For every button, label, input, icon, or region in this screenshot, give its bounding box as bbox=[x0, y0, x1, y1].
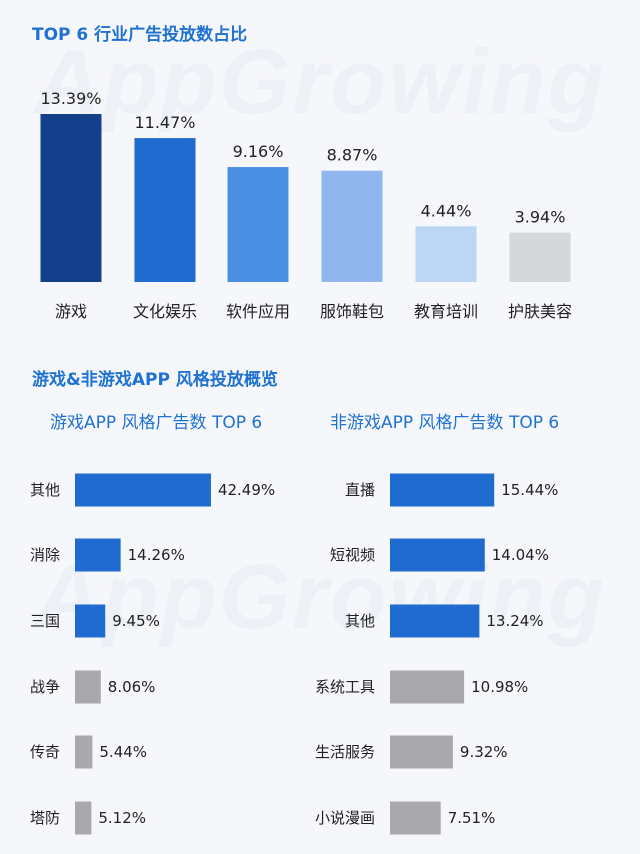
game-category-label: 战争 bbox=[30, 678, 60, 696]
nongame-bar bbox=[390, 801, 441, 835]
nongame-category-label: 系统工具 bbox=[315, 678, 375, 696]
industry-category-label: 软件应用 bbox=[226, 302, 290, 321]
nongame-category-label: 其他 bbox=[345, 612, 375, 630]
industry-category-label: 游戏 bbox=[55, 302, 87, 321]
game-category-label: 三国 bbox=[30, 612, 60, 630]
industry-value-label: 11.47% bbox=[134, 113, 195, 132]
game-value-label: 14.26% bbox=[128, 546, 185, 564]
industry-value-label: 3.94% bbox=[515, 208, 566, 227]
nongame-bar bbox=[390, 538, 485, 572]
industry-category-label: 服饰鞋包 bbox=[320, 302, 384, 321]
game-category-label: 传奇 bbox=[30, 743, 60, 761]
game-category-label: 塔防 bbox=[30, 809, 60, 827]
game-value-label: 8.06% bbox=[108, 678, 156, 696]
game-value-label: 9.45% bbox=[112, 612, 160, 630]
nongame-value-label: 13.24% bbox=[486, 612, 543, 630]
nongame-bar bbox=[390, 670, 465, 704]
game-bar bbox=[75, 801, 92, 835]
nongame-value-label: 10.98% bbox=[471, 678, 528, 696]
nongame-value-label: 7.51% bbox=[448, 809, 496, 827]
industry-bar bbox=[134, 138, 196, 282]
nongame-value-label: 14.04% bbox=[492, 546, 549, 564]
game-bar bbox=[75, 473, 211, 507]
nongame-bar bbox=[390, 604, 480, 638]
industry-bar bbox=[321, 170, 383, 282]
game-category-label: 其他 bbox=[30, 481, 60, 499]
nongame-value-label: 9.32% bbox=[460, 743, 508, 761]
industry-bar bbox=[40, 114, 102, 282]
industry-chart-title: TOP 6 行业广告投放数占比 bbox=[32, 25, 248, 45]
game-bar bbox=[75, 670, 101, 704]
game-bar bbox=[75, 538, 121, 572]
nongame-bar bbox=[390, 735, 453, 769]
nongame-category-label: 生活服务 bbox=[315, 743, 375, 761]
nongame-bar bbox=[390, 473, 495, 507]
industry-value-label: 9.16% bbox=[233, 142, 284, 161]
game-chart-title: 游戏APP 风格广告数 TOP 6 bbox=[50, 413, 263, 433]
nongame-category-label: 直播 bbox=[345, 481, 375, 499]
nongame-value-label: 15.44% bbox=[501, 481, 558, 499]
industry-category-label: 教育培训 bbox=[414, 302, 478, 321]
industry-bar bbox=[415, 226, 477, 282]
industry-category-label: 文化娱乐 bbox=[133, 302, 197, 321]
game-value-label: 5.12% bbox=[98, 809, 146, 827]
industry-value-label: 13.39% bbox=[40, 89, 101, 108]
nongame-category-label: 小说漫画 bbox=[315, 809, 375, 827]
game-value-label: 42.49% bbox=[218, 481, 275, 499]
overview-title: 游戏&非游戏APP 风格投放概览 bbox=[32, 370, 278, 390]
nongame-chart-title: 非游戏APP 风格广告数 TOP 6 bbox=[330, 413, 560, 433]
industry-bar bbox=[227, 167, 289, 282]
game-category-label: 消除 bbox=[30, 546, 60, 564]
nongame-category-label: 短视频 bbox=[330, 546, 375, 564]
game-value-label: 5.44% bbox=[99, 743, 147, 761]
industry-bar bbox=[509, 232, 571, 282]
industry-category-label: 护肤美容 bbox=[508, 302, 572, 321]
industry-value-label: 4.44% bbox=[421, 201, 472, 220]
game-bar bbox=[75, 604, 106, 638]
game-bar bbox=[75, 735, 93, 769]
industry-value-label: 8.87% bbox=[327, 146, 378, 165]
